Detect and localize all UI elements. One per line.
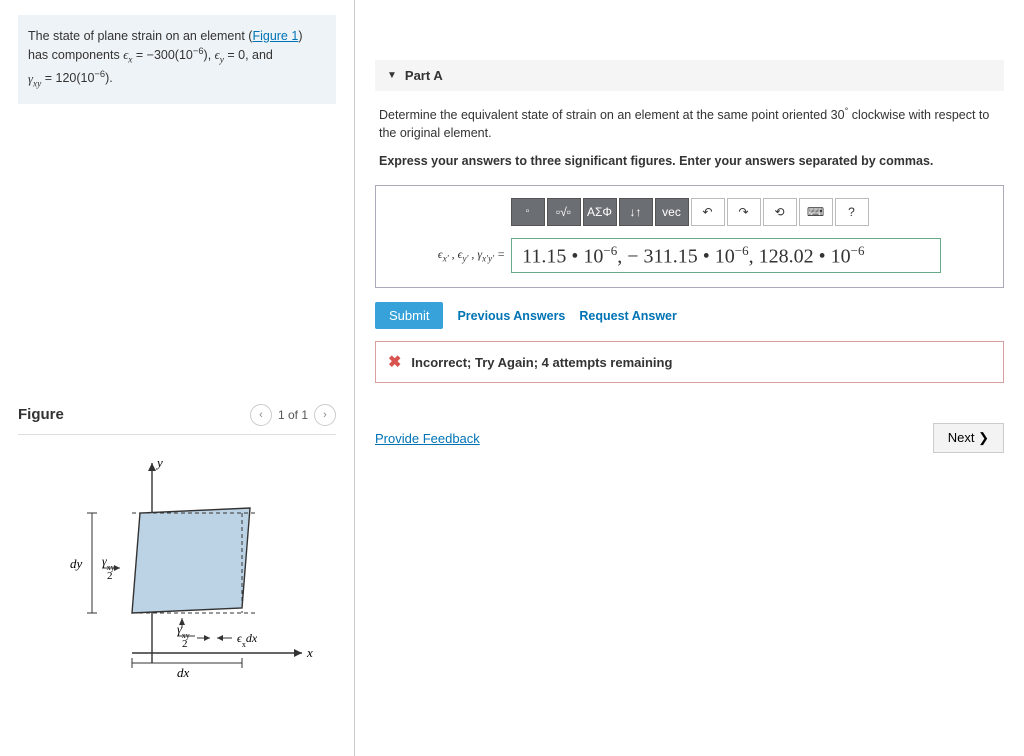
figure-title: Figure <box>18 406 64 423</box>
svg-text:2: 2 <box>182 638 188 650</box>
feedback-banner: ✖ Incorrect; Try Again; 4 attempts remai… <box>375 341 1004 383</box>
problem-text-1: The state of plane strain on an element … <box>28 29 252 43</box>
figure-link[interactable]: Figure 1 <box>252 29 298 43</box>
answer-input[interactable]: 11.15 • 10−6, − 311.15 • 10−6, 128.02 • … <box>511 238 941 274</box>
equation-toolbar: ▫ ▫√▫ ΑΣΦ ↓↑ vec ↶ ↷ ⟲ ⌨ ? <box>386 198 993 226</box>
pager-text: 1 of 1 <box>278 408 308 422</box>
svg-text:x: x <box>306 645 313 660</box>
tool-redo-icon[interactable]: ↷ <box>727 198 761 226</box>
figure-pager: ‹ 1 of 1 › <box>250 404 336 426</box>
figure-next-button[interactable]: › <box>314 404 336 426</box>
problem-statement: The state of plane strain on an element … <box>18 15 336 104</box>
feedback-text: Incorrect; Try Again; 4 attempts remaini… <box>411 355 672 370</box>
tool-subsup-icon[interactable]: ↓↑ <box>619 198 653 226</box>
tool-greek-icon[interactable]: ΑΣΦ <box>583 198 617 226</box>
tool-keyboard-icon[interactable]: ⌨ <box>799 198 833 226</box>
svg-text:2: 2 <box>107 570 113 582</box>
figure-prev-button[interactable]: ‹ <box>250 404 272 426</box>
tool-template-icon[interactable]: ▫ <box>511 198 545 226</box>
tool-undo-icon[interactable]: ↶ <box>691 198 725 226</box>
collapse-icon: ▼ <box>387 70 397 81</box>
tool-reset-icon[interactable]: ⟲ <box>763 198 797 226</box>
svg-text:dx: dx <box>177 665 190 680</box>
provide-feedback-link[interactable]: Provide Feedback <box>375 431 480 446</box>
svg-text:y: y <box>155 455 163 470</box>
svg-text:dy: dy <box>70 556 83 571</box>
request-answer-link[interactable]: Request Answer <box>579 309 676 323</box>
svg-text:ϵxdx: ϵxdx <box>237 631 258 649</box>
answer-label: ϵx' , ϵy' , γx'y' = <box>438 247 505 263</box>
previous-answers-link[interactable]: Previous Answers <box>457 309 565 323</box>
incorrect-icon: ✖ <box>388 352 401 372</box>
part-a-header[interactable]: ▼ Part A <box>375 60 1004 91</box>
answer-box: ▫ ▫√▫ ΑΣΦ ↓↑ vec ↶ ↷ ⟲ ⌨ ? ϵx' , ϵy' , γ… <box>375 185 1004 289</box>
submit-button[interactable]: Submit <box>375 302 443 329</box>
tool-sqrt-icon[interactable]: ▫√▫ <box>547 198 581 226</box>
svg-text:γxy: γxy <box>102 554 115 572</box>
tool-vec-icon[interactable]: vec <box>655 198 689 226</box>
figure-diagram: x y dy γxy 2 <box>18 453 336 683</box>
tool-help-icon[interactable]: ? <box>835 198 869 226</box>
and-text: , and <box>245 48 273 62</box>
prompt-text-2: Express your answers to three significan… <box>379 152 1000 170</box>
next-button[interactable]: Next ❯ <box>933 423 1004 453</box>
prompt-text-1: Determine the equivalent state of strain… <box>379 105 1000 142</box>
part-a-label: Part A <box>405 68 443 83</box>
